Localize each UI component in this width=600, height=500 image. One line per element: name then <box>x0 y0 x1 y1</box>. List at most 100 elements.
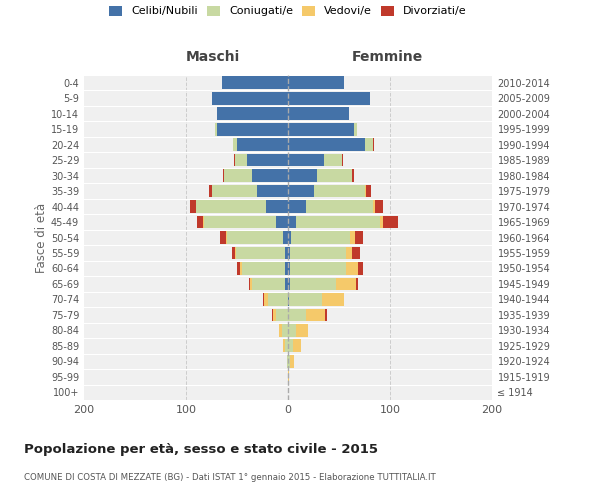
Bar <box>325 308 327 321</box>
Legend: Celibi/Nubili, Coniugati/e, Vedovi/e, Divorziati/e: Celibi/Nubili, Coniugati/e, Vedovi/e, Di… <box>109 6 467 16</box>
Bar <box>355 123 358 136</box>
Bar <box>217 108 288 120</box>
Bar <box>373 138 374 151</box>
Bar <box>237 138 288 151</box>
Bar <box>296 216 380 228</box>
Bar <box>233 138 237 151</box>
Bar <box>285 262 288 275</box>
Bar <box>220 231 226 244</box>
Bar <box>383 216 398 228</box>
Bar <box>224 169 253 182</box>
Bar <box>226 231 227 244</box>
Bar <box>288 231 291 244</box>
Bar <box>190 200 196 213</box>
Y-axis label: Fasce di età: Fasce di età <box>35 202 48 272</box>
Bar <box>352 246 361 260</box>
Bar <box>268 293 288 306</box>
Bar <box>282 324 288 336</box>
Text: Femmine: Femmine <box>352 50 422 64</box>
Text: COMUNE DI COSTA DI MEZZATE (BG) - Dati ISTAT 1° gennaio 2015 - Elaborazione TUTT: COMUNE DI COSTA DI MEZZATE (BG) - Dati I… <box>24 472 436 482</box>
Bar <box>288 340 293 352</box>
Bar <box>358 262 364 275</box>
Bar <box>276 216 288 228</box>
Bar <box>288 246 290 260</box>
Bar <box>317 169 352 182</box>
Bar <box>217 123 288 136</box>
Bar <box>285 246 288 260</box>
Bar <box>293 340 301 352</box>
Bar <box>279 324 282 336</box>
Bar <box>209 184 212 198</box>
Bar <box>289 293 322 306</box>
Bar <box>242 262 285 275</box>
Bar <box>288 184 314 198</box>
Bar <box>285 340 288 352</box>
Bar <box>288 262 290 275</box>
Bar <box>288 123 355 136</box>
Bar <box>355 231 364 244</box>
Bar <box>235 246 236 260</box>
Bar <box>324 154 342 166</box>
Bar <box>350 231 355 244</box>
Bar <box>288 216 296 228</box>
Bar <box>273 308 276 321</box>
Bar <box>288 200 307 213</box>
Bar <box>288 108 349 120</box>
Bar <box>232 246 235 260</box>
Bar <box>288 355 290 368</box>
Bar <box>288 370 289 383</box>
Bar <box>314 184 365 198</box>
Bar <box>291 231 350 244</box>
Bar <box>196 200 266 213</box>
Text: Popolazione per età, sesso e stato civile - 2015: Popolazione per età, sesso e stato civil… <box>24 442 378 456</box>
Bar <box>288 138 365 151</box>
Bar <box>352 169 355 182</box>
Bar <box>249 278 250 290</box>
Bar <box>288 278 290 290</box>
Bar <box>288 308 307 321</box>
Bar <box>373 200 375 213</box>
Bar <box>227 231 283 244</box>
Bar <box>250 278 253 290</box>
Bar <box>205 216 276 228</box>
Bar <box>307 200 373 213</box>
Bar <box>283 340 285 352</box>
Text: Maschi: Maschi <box>186 50 240 64</box>
Bar <box>365 138 373 151</box>
Bar <box>235 154 247 166</box>
Bar <box>380 216 383 228</box>
Bar <box>290 246 346 260</box>
Bar <box>283 231 288 244</box>
Bar <box>336 278 356 290</box>
Bar <box>288 154 324 166</box>
Bar <box>290 262 346 275</box>
Bar <box>342 154 343 166</box>
Bar <box>296 324 308 336</box>
Bar <box>212 92 288 104</box>
Bar <box>288 169 317 182</box>
Bar <box>276 308 288 321</box>
Bar <box>287 355 288 368</box>
Bar <box>272 308 273 321</box>
Bar <box>215 123 217 136</box>
Bar <box>356 278 358 290</box>
Bar <box>253 278 285 290</box>
Bar <box>290 355 294 368</box>
Bar <box>288 92 370 104</box>
Bar <box>307 308 325 321</box>
Bar <box>197 216 203 228</box>
Bar <box>365 184 371 198</box>
Bar <box>247 154 288 166</box>
Bar <box>285 278 288 290</box>
Bar <box>212 184 257 198</box>
Bar <box>222 76 288 89</box>
Bar <box>346 246 352 260</box>
Bar <box>240 262 242 275</box>
Bar <box>288 324 296 336</box>
Bar <box>223 169 224 182</box>
Bar <box>346 262 358 275</box>
Bar <box>288 293 289 306</box>
Bar <box>237 262 240 275</box>
Bar <box>375 200 383 213</box>
Bar <box>288 76 344 89</box>
